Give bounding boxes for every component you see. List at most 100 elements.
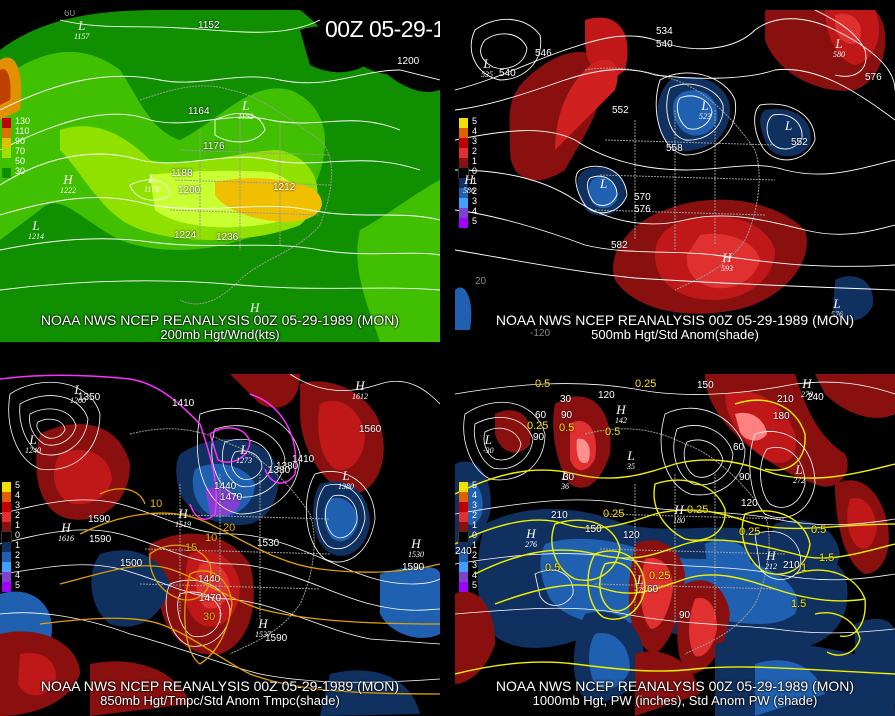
- contour-label: 90: [739, 472, 751, 483]
- legend-label: 70: [15, 146, 26, 156]
- contour-label: 576: [634, 204, 651, 215]
- contour-label: 540: [499, 68, 516, 79]
- legend-swatch: 3: [2, 500, 20, 512]
- legend-swatch: 1: [459, 156, 477, 168]
- legend-swatch: 5: [2, 480, 20, 492]
- legend-label: 2: [472, 186, 478, 196]
- low-center: L 1157: [74, 18, 90, 41]
- lat-label: 60: [64, 10, 76, 19]
- contour-label: 558: [666, 143, 683, 154]
- legend-swatch: 2: [2, 550, 20, 562]
- legend-swatch: 2: [459, 146, 477, 158]
- low-center: L 576: [831, 296, 843, 319]
- lat-label: 20: [475, 276, 487, 287]
- legend-swatch: 5: [2, 580, 20, 592]
- high-center: H 270: [801, 376, 813, 399]
- low-center: L: [600, 176, 608, 191]
- legend-label: 5: [472, 580, 478, 590]
- high-center: H 1616: [58, 520, 74, 543]
- high-center: H 180: [673, 502, 685, 525]
- legend-swatch: 0: [458, 166, 477, 179]
- legend-label: 4: [15, 570, 21, 580]
- legend-label: 130: [15, 116, 31, 126]
- legend-swatch: 1: [459, 176, 477, 188]
- caption-line2: 200mb Hgt/Wnd(kts): [160, 327, 280, 342]
- legend-swatch: 3: [459, 560, 477, 572]
- legend-label: 1: [472, 520, 478, 530]
- contour-label: 30: [563, 472, 575, 483]
- contour-label: 240: [455, 546, 472, 557]
- contour-label: 1212: [273, 182, 296, 193]
- high-center: H 212: [765, 548, 777, 571]
- pw-label: 0.5: [605, 426, 621, 438]
- low-center: L 1214: [28, 218, 44, 241]
- legend-swatch: 0: [1, 530, 20, 543]
- contour-label: 1236: [216, 232, 239, 243]
- legend-label: 3: [472, 196, 478, 206]
- legend-swatch: 4: [459, 490, 477, 502]
- contour-label: 1530: [257, 538, 280, 549]
- temp-label: 15: [185, 542, 198, 554]
- contour-label: 120: [598, 390, 615, 401]
- pw-label: 0.5: [811, 524, 827, 536]
- contour-label: 90: [533, 432, 545, 443]
- contour-label: 1590: [89, 534, 112, 545]
- caption-line2: 850mb Hgt/Tmpc/Std Anom Tmpc(shade): [100, 693, 340, 708]
- legend-swatch: 1: [459, 520, 477, 532]
- legend-label: 2: [472, 550, 478, 560]
- contour-label: 210: [783, 560, 800, 571]
- legend-swatch: 30: [2, 166, 25, 178]
- pw-label: 0.5: [535, 378, 551, 390]
- high-center: H 1530: [408, 536, 424, 559]
- pw-label: 0.25: [687, 504, 709, 516]
- temp-label: 10: [205, 532, 218, 544]
- legend-label: 90: [15, 136, 26, 146]
- contour-label: 1500: [120, 558, 143, 569]
- high-center: H 1612: [352, 378, 368, 401]
- pw-label: 0.25: [649, 570, 671, 582]
- pw-label: 1: [801, 562, 808, 574]
- contour-label: 1410: [292, 454, 315, 465]
- low-center: L 580: [833, 36, 845, 59]
- pw-label: 0.5: [545, 562, 561, 574]
- high-center: H 586: [463, 172, 475, 195]
- legend-label: 0: [472, 530, 478, 540]
- low-center: L: [785, 118, 793, 133]
- legend-swatch: 90: [2, 136, 25, 148]
- legend-label: 50: [15, 156, 26, 166]
- high-center: H 1519: [175, 506, 191, 529]
- legend-swatch: 0: [458, 530, 477, 543]
- contour-label: 1224: [174, 230, 197, 241]
- contour-label: 1188: [171, 168, 193, 179]
- contour-label: 1164: [188, 106, 210, 117]
- temp-label: 20: [223, 522, 236, 534]
- map-1000mb: [455, 374, 895, 716]
- low-center: L 535: [481, 56, 493, 79]
- legend-label: 4: [472, 206, 478, 216]
- contour-label: 150: [697, 380, 714, 391]
- contour-label: 30: [560, 394, 572, 405]
- legend-swatch: 4: [459, 570, 477, 582]
- pw-label: 0.25: [739, 526, 761, 538]
- contour-label: 90: [561, 410, 573, 421]
- legend-label: 0: [15, 530, 21, 540]
- contour-label: 534: [656, 26, 673, 37]
- legend-200mb: 130 110 90 70 50 30: [2, 116, 30, 178]
- legend-label: 1: [472, 176, 478, 186]
- legend-swatch: 4: [459, 126, 477, 138]
- pw-label: 0.25: [527, 420, 549, 432]
- legend-label: 5: [472, 480, 478, 490]
- caption-line2: 1000mb Hgt, PW (inches), Std Anom PW (sh…: [532, 693, 818, 708]
- legend-swatch: 5: [459, 580, 477, 592]
- map-850mb: [0, 374, 440, 716]
- lon-label: -120: [530, 328, 551, 339]
- contour-label: 210: [777, 394, 794, 405]
- low-center: L 1273: [236, 442, 252, 465]
- legend-swatch: 2: [459, 186, 477, 198]
- contour-label: 60: [535, 410, 547, 421]
- contour-label: 1590: [88, 514, 111, 525]
- contour-label: 576: [865, 72, 882, 83]
